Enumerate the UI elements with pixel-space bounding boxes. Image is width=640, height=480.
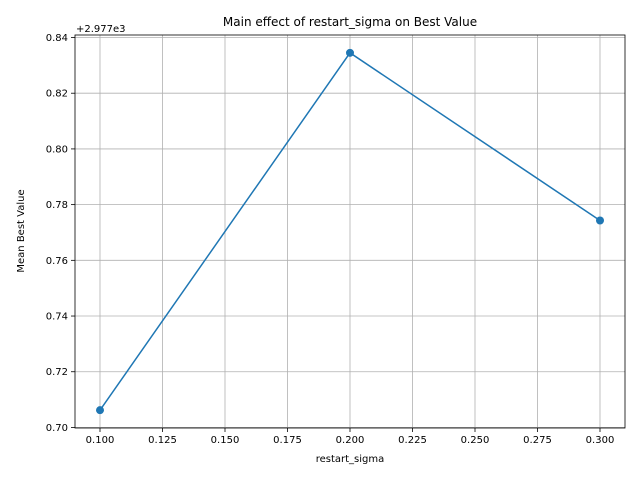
y-tick-label: 0.84 (46, 33, 68, 44)
y-tick-label: 0.76 (46, 256, 68, 267)
plot-frame (74, 34, 626, 429)
data-point (96, 406, 104, 415)
data-point (596, 216, 604, 225)
y-axis-label: Mean Best Value (16, 189, 27, 272)
data-point (346, 48, 354, 57)
y-tick-label: 0.82 (46, 89, 68, 100)
grid (75, 35, 625, 428)
y-tick-label: 0.74 (46, 312, 68, 323)
y-tick-label: 0.72 (46, 367, 68, 378)
y-tick-label: 0.80 (46, 144, 68, 155)
x-tick-label: 0.250 (461, 435, 490, 446)
x-tick-label: 0.150 (211, 435, 240, 446)
x-axis-ticks: 0.100 0.125 0.150 0.175 0.200 0.225 0.250 0.275… (86, 428, 615, 446)
series-restart-sigma (96, 48, 604, 415)
y-offset-label: +2.977e3 (76, 24, 126, 35)
x-tick-label: 0.200 (336, 435, 365, 446)
x-tick-label: 0.300 (586, 435, 615, 446)
y-tick-label: 0.78 (46, 200, 68, 211)
x-tick-label: 0.125 (148, 435, 177, 446)
chart-title: Main effect of restart_sigma on Best Val… (223, 15, 477, 29)
x-tick-label: 0.225 (398, 435, 427, 446)
x-tick-label: 0.275 (523, 435, 552, 446)
x-tick-label: 0.175 (273, 435, 302, 446)
x-axis-label: restart_sigma (316, 454, 385, 465)
y-tick-label: 0.70 (46, 423, 68, 434)
y-axis-ticks: 0.70 0.72 0.74 0.76 0.78 0.80 0.82 0.84 (46, 33, 75, 434)
x-tick-label: 0.100 (86, 435, 115, 446)
